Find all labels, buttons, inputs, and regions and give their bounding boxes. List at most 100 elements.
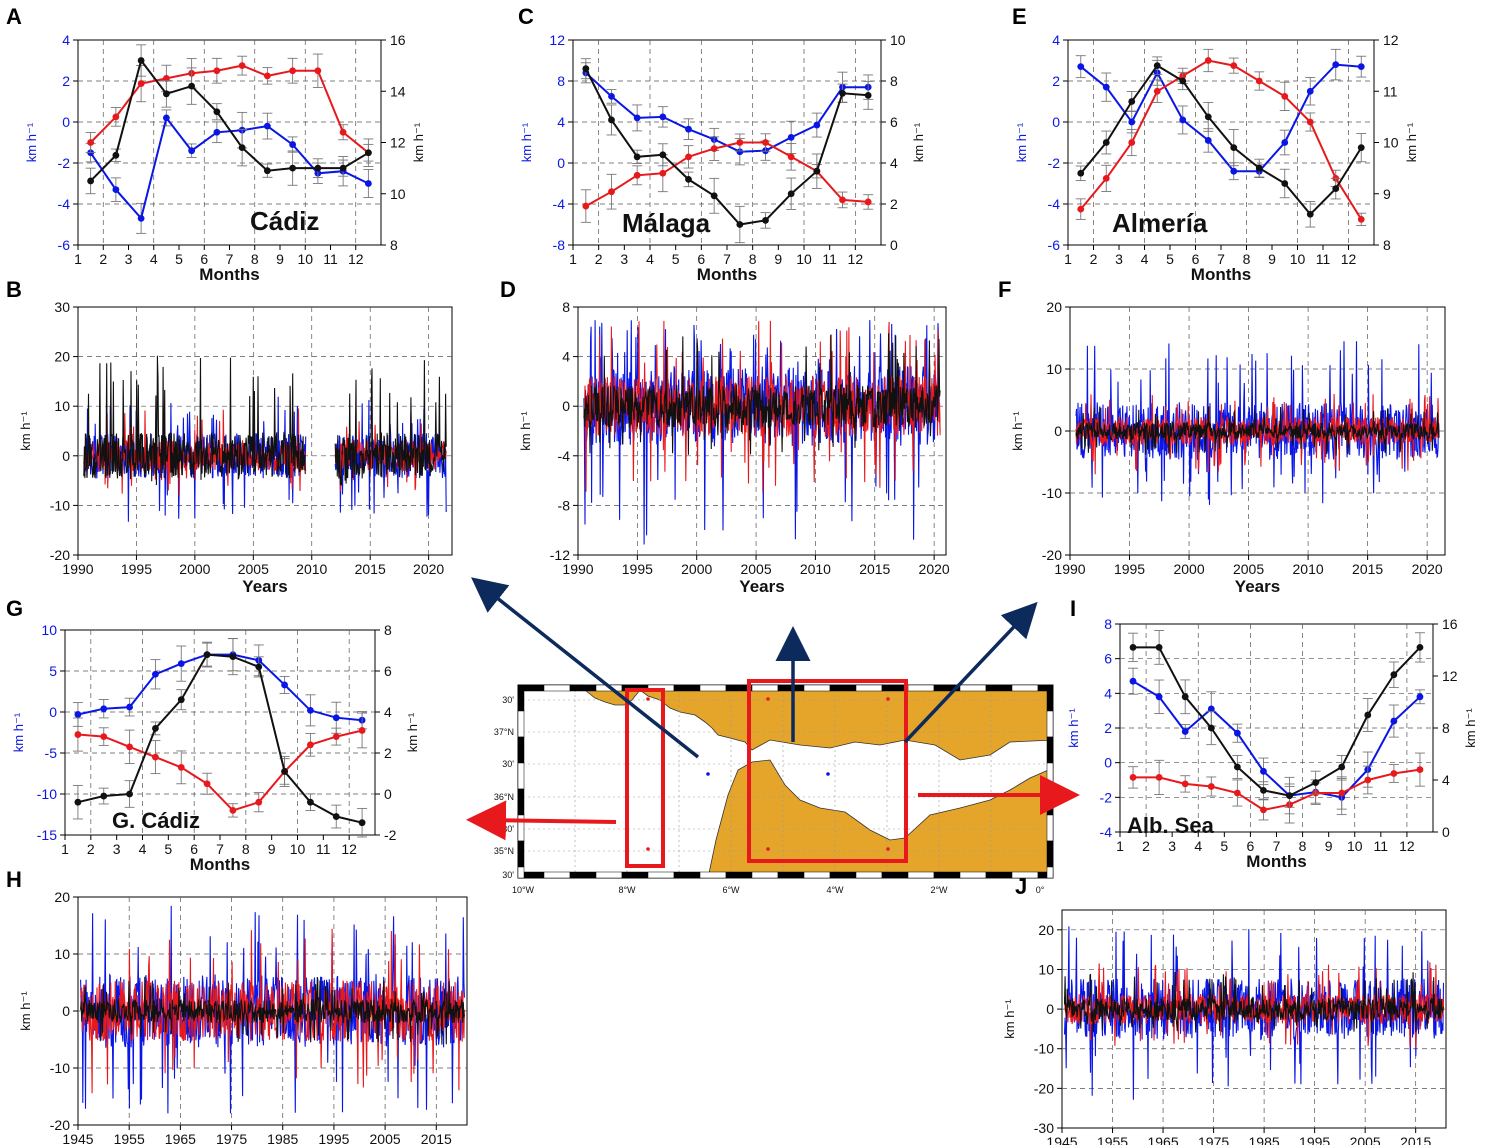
data-point-blue — [1155, 693, 1163, 701]
data-point-black — [238, 144, 246, 152]
data-point-red — [112, 113, 120, 121]
y-tick-label-left: 20 — [54, 889, 70, 905]
y-axis-label-left: km h⁻¹ — [18, 411, 33, 451]
data-point-blue — [1179, 116, 1187, 124]
map-border-segment — [673, 871, 701, 879]
x-tick-label: 12 — [348, 251, 364, 267]
x-tick-label: 2020 — [1412, 561, 1443, 577]
map-border-segment — [985, 871, 1013, 879]
data-point-red — [358, 727, 366, 734]
data-point-black — [633, 153, 641, 161]
x-tick-label: 4 — [1141, 251, 1149, 267]
x-tick-label: 9 — [1268, 251, 1276, 267]
x-tick-label: 1945 — [1046, 1134, 1077, 1145]
data-point-red — [238, 62, 246, 70]
panel-letter-j: J — [1015, 874, 1027, 899]
x-tick-label: 5 — [1166, 251, 1174, 267]
y-tick-label-left: -4 — [58, 196, 71, 212]
y-tick-label-right: 16 — [1442, 616, 1458, 632]
data-point-blue — [188, 147, 196, 155]
y-tick-label-left: 10 — [54, 946, 70, 962]
data-point-blue — [152, 670, 159, 678]
x-tick-label: 1990 — [1054, 561, 1085, 577]
series-line-red — [89, 64, 370, 154]
x-tick-label: 7 — [1273, 838, 1281, 854]
x-axis-label: Months — [1246, 852, 1306, 871]
data-point-black — [1233, 763, 1241, 771]
data-point-red — [1306, 118, 1314, 126]
data-point-red — [177, 763, 185, 771]
map-lat-label: 30' — [502, 695, 514, 705]
data-point-red — [1416, 766, 1424, 773]
map-border-segment — [829, 871, 857, 879]
map-border-segment — [517, 736, 525, 764]
location-label: Alb. Sea — [1127, 813, 1215, 838]
data-point-red — [839, 196, 846, 204]
y-tick-label-left: 8 — [562, 299, 570, 315]
x-tick-label: 8 — [749, 251, 757, 267]
x-tick-label: 11 — [1374, 838, 1389, 854]
data-point-blue — [1306, 87, 1314, 95]
y-tick-label-right: 0 — [384, 786, 392, 802]
y-tick-label-left: -10 — [37, 786, 57, 802]
x-tick-label: 2000 — [179, 561, 210, 577]
x-tick-label: 1985 — [267, 1131, 298, 1145]
data-point-black — [1390, 671, 1398, 679]
x-tick-label: 12 — [848, 251, 864, 267]
data-point-blue — [659, 113, 667, 121]
x-axis-label: Months — [199, 265, 259, 284]
x-tick-label: 8 — [242, 841, 250, 857]
arrow-to-panel-g — [466, 800, 617, 841]
data-point-black — [787, 190, 795, 198]
data-point-red — [152, 753, 159, 761]
y-tick-label-left: 0 — [557, 155, 565, 171]
map-lon-label: 8°W — [618, 885, 636, 895]
x-tick-label: 9 — [276, 251, 284, 267]
x-tick-label: 7 — [1217, 251, 1225, 267]
data-point-blue — [1128, 118, 1136, 126]
data-point-red — [864, 198, 872, 206]
data-point-black — [188, 82, 196, 90]
map-point-blue — [826, 772, 830, 776]
data-point-blue — [307, 706, 314, 714]
data-point-blue — [213, 128, 221, 136]
x-tick-label: 2005 — [740, 561, 771, 577]
map-lat-label: 30' — [502, 824, 514, 834]
x-tick-label: 1995 — [622, 561, 653, 577]
series-line-blue — [583, 320, 941, 545]
data-point-black — [1204, 113, 1212, 121]
map-border-segment — [673, 684, 701, 692]
y-tick-label-left: -4 — [1100, 824, 1113, 840]
map-lat-label: 35°N — [494, 846, 514, 856]
x-tick-label: 6 — [1192, 251, 1200, 267]
map-border-segment — [595, 871, 623, 879]
x-tick-label: 2005 — [238, 561, 269, 577]
map-border-segment — [1046, 866, 1054, 879]
chart-panel-j-alboran-timeseries: -30 -20 -10 0 10 20 1945 1955 1965 1975 1985 1995 20… — [1002, 909, 1447, 1145]
map-border-segment — [803, 871, 831, 879]
y-tick-label-left: 4 — [1052, 32, 1060, 48]
series-line-black — [584, 68, 869, 226]
data-point-black — [1286, 792, 1293, 799]
data-point-blue — [289, 141, 297, 148]
y-tick-label-left: 10 — [54, 398, 70, 414]
data-point-blue — [332, 714, 340, 722]
y-tick-label-right: 2 — [890, 196, 898, 212]
y-tick-label-left: -4 — [1048, 196, 1061, 212]
y-axis-label-left: km h⁻¹ — [1010, 411, 1025, 451]
x-tick-label: 7 — [723, 251, 731, 267]
x-axis-label: Months — [190, 855, 250, 874]
x-tick-label: 12 — [1399, 838, 1415, 854]
data-point-black — [162, 90, 170, 98]
x-tick-label: 5 — [1220, 838, 1228, 854]
map-border-checker — [517, 684, 1054, 879]
data-point-blue — [1230, 167, 1238, 175]
y-tick-label-right: 12 — [390, 135, 406, 151]
y-tick-label-left: 0 — [1104, 755, 1112, 771]
x-tick-label: 1985 — [1249, 1134, 1280, 1145]
data-point-red — [314, 67, 322, 75]
data-point-red — [1390, 770, 1398, 777]
data-point-black — [1338, 763, 1346, 771]
